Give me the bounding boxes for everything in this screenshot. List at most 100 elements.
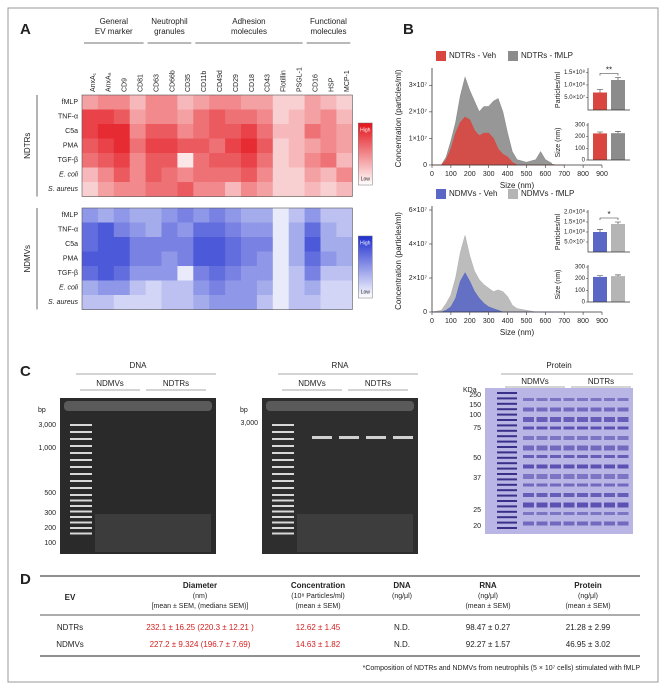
lane-group-label: NDMVs	[96, 379, 124, 388]
heatmap-cell	[320, 153, 337, 168]
protein-band	[523, 455, 534, 458]
heatmap-cell	[320, 266, 337, 281]
protein-band	[577, 521, 588, 526]
ladder-band	[70, 438, 92, 440]
table-header: (mean ± SEM)	[295, 603, 340, 610]
ladder-label: 100	[44, 540, 56, 547]
ladder-band	[497, 489, 517, 492]
gel-unit: KDa	[463, 387, 477, 394]
heatmap-cell	[82, 167, 99, 183]
protein-band	[617, 426, 629, 430]
heatmap-cell	[193, 237, 210, 252]
heatmap-cell	[113, 95, 131, 110]
heatmap-cell	[336, 167, 353, 183]
heatmap-cell	[209, 182, 226, 197]
color-scale-label: Low	[361, 176, 371, 182]
ladder-label: 3,000	[38, 422, 56, 429]
heatmap-cell	[256, 208, 274, 223]
ladder-band	[70, 487, 92, 489]
column-label: Flotillin	[281, 70, 288, 92]
column-label: AnxA₁	[90, 72, 97, 92]
ladder-band	[272, 516, 294, 518]
heatmap-cell	[304, 222, 321, 238]
ladder-label: 500	[44, 490, 56, 497]
protein-band	[604, 502, 615, 508]
heatmap-cell	[129, 208, 146, 223]
ladder-band	[272, 532, 294, 535]
protein-band	[577, 512, 588, 515]
y-tick-label: 100	[575, 288, 586, 294]
protein-band	[590, 493, 602, 497]
row-label: C5a	[65, 128, 78, 135]
heatmap-cell	[225, 251, 242, 267]
table-header: (mean ± SEM)	[465, 603, 510, 610]
column-label: PSGL-1	[296, 67, 303, 92]
heatmap-cell	[82, 295, 99, 310]
protein-band	[563, 483, 575, 487]
heatmap-cell	[320, 138, 337, 154]
heatmap-cell	[82, 237, 99, 252]
heatmap-cell	[145, 95, 162, 110]
protein-band	[604, 464, 615, 469]
x-tick-label: 0	[430, 171, 434, 178]
ladder-band	[497, 494, 517, 497]
table-header: [mean ± SEM, (median± SEM)]	[152, 603, 249, 610]
y-tick-label: 1.0×10⁸	[564, 229, 586, 236]
heatmap-cell	[209, 222, 226, 238]
heatmap-cell	[241, 251, 258, 267]
ladder-band	[497, 446, 517, 448]
heatmap-cell	[336, 182, 353, 197]
heatmap-cell	[161, 109, 178, 125]
heatmap-cell	[161, 138, 178, 154]
table-cell: 46.95 ± 3.02	[566, 640, 611, 649]
heatmap-cell	[272, 280, 290, 296]
heatmap-cell	[82, 182, 99, 197]
heatmap-cell	[145, 222, 162, 238]
table-cell: NDMVs	[56, 640, 84, 649]
heatmap-cell	[113, 266, 131, 281]
heatmap-cell	[129, 138, 146, 154]
row-label: E. coli	[59, 285, 79, 292]
heatmap-cell	[256, 237, 274, 252]
heatmap-cell	[161, 266, 178, 281]
ladder-band	[70, 494, 92, 496]
heatmap-cell	[161, 251, 178, 267]
y-axis-title: Size (nm)	[555, 270, 562, 300]
protein-band	[604, 426, 615, 430]
protein-band	[590, 398, 602, 401]
heatmap-cell	[193, 167, 210, 183]
table-cell: 232.1 ± 16.25 (220.3 ± 12.21 )	[146, 623, 254, 632]
heatmap-cell	[145, 237, 162, 252]
heatmap-cell	[320, 251, 337, 267]
heatmap-cell	[193, 251, 210, 267]
protein-band	[563, 474, 575, 479]
protein-band	[604, 407, 615, 412]
heatmap-cell	[241, 208, 258, 223]
panel-label: C	[20, 363, 31, 380]
color-scale-label: High	[360, 240, 371, 246]
axis	[587, 210, 630, 253]
legend-label: NDMVs - Veh	[449, 189, 497, 198]
heatmap-cell	[241, 222, 258, 238]
heatmap-cell	[129, 109, 146, 125]
heatmap-cell	[177, 138, 194, 154]
protein-band	[577, 455, 588, 458]
heatmap-cell	[225, 295, 242, 310]
legend-label: NDTRs - fMLP	[521, 51, 573, 60]
heatmap-cell	[272, 124, 290, 139]
heatmap-cell	[304, 167, 321, 183]
heatmap-cell	[82, 153, 99, 168]
heatmap-cell	[241, 266, 258, 281]
protein-band	[577, 407, 588, 412]
x-tick-label: 400	[502, 318, 514, 325]
heatmap-cell	[145, 280, 162, 296]
error-bar	[615, 274, 621, 277]
protein-band	[604, 483, 615, 487]
bar	[611, 80, 625, 110]
heatmap-cell	[113, 251, 131, 267]
ladder-band	[497, 473, 517, 475]
heatmap-cell	[97, 95, 115, 110]
x-tick-label: 400	[502, 171, 514, 178]
heatmap-cell	[193, 222, 210, 238]
